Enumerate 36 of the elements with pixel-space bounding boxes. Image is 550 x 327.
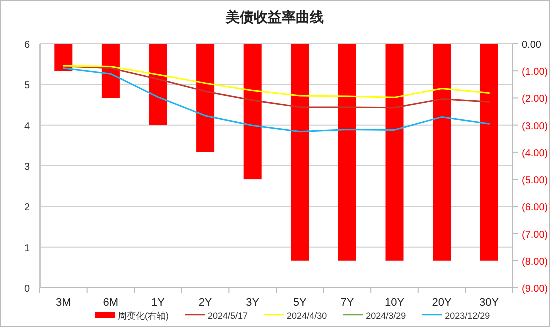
y2-tick-label: (3.00) [522,121,548,132]
x-tick-label: 2Y [198,297,213,309]
x-tick-label: 10Y [384,297,406,309]
x-tick-label: 20Y [432,297,452,309]
line-series [62,68,490,133]
y2-tick-label: (9.00) [522,284,548,295]
line-series [62,65,490,98]
y2-tick-label: (8.00) [522,256,548,268]
x-tick-label: 7Y [340,297,355,309]
x-tick-label: 1Y [152,297,166,309]
y-tick-label: 3 [24,162,30,173]
y-tick-label: 5 [24,80,30,92]
y-tick-label: 4 [24,121,30,132]
legend-label: 2024/4/30 [287,311,328,321]
y2-tick-label: (6.00) [522,202,548,214]
x-tick-label: 30Y [480,297,500,309]
y-tick-label: 6 [24,40,30,51]
y2-tick-label: (1.00) [522,67,548,78]
legend-label: 2024/5/17 [208,311,248,321]
legend-label: 周变化(右轴) [118,311,169,321]
x-tick-label: 6M [103,297,119,309]
x-tick-label: 3M [56,297,72,309]
y2-tick-label: (7.00) [522,230,548,241]
y-tick-label: 2 [24,202,30,214]
x-tick-label: 3Y [246,297,260,309]
legend-label: 2024/3/29 [366,311,406,321]
y2-tick-label: 0.00 [522,40,542,51]
line-series [62,66,490,109]
y-tick-label: 0 [24,284,30,295]
y2-tick-label: (2.00) [522,94,548,106]
y-tick-label: 1 [24,243,30,254]
y2-tick-label: (4.00) [522,148,548,160]
legend-label: 2023/12/29 [445,311,490,321]
x-tick-label: 5Y [293,297,308,309]
y2-tick-label: (5.00) [522,176,548,187]
chart-title: 美债收益率曲线 [225,9,324,25]
